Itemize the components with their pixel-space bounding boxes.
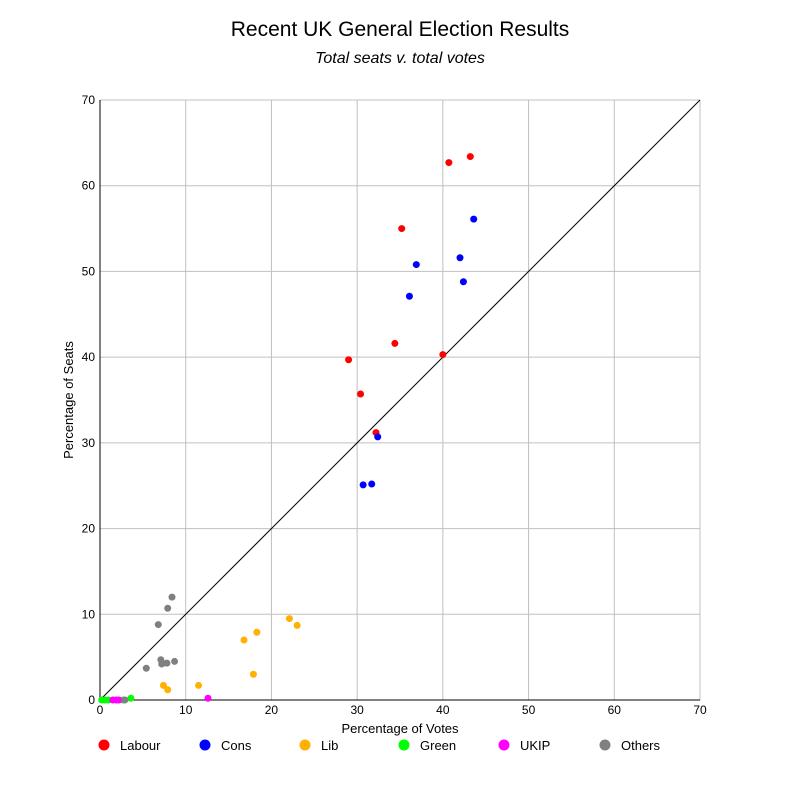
point-ukip bbox=[204, 694, 212, 702]
point-lib bbox=[240, 636, 248, 644]
legend: Labour Cons Lib Green UKIP Others bbox=[98, 738, 661, 753]
point-cons bbox=[456, 254, 464, 262]
point-labour bbox=[466, 153, 474, 161]
y-tick-label: 60 bbox=[82, 179, 96, 193]
axes: 0 10 20 30 40 50 60 70 0 10 20 30 40 50 60 70 bbox=[82, 93, 707, 717]
legend-label-ukip: UKIP bbox=[520, 738, 550, 753]
legend-label-labour: Labour bbox=[120, 738, 161, 753]
legend-marker-green bbox=[398, 739, 410, 751]
y-axis-label: Percentage of Seats bbox=[61, 341, 76, 459]
y-tick-label: 10 bbox=[82, 607, 96, 621]
point-lib bbox=[293, 621, 301, 629]
y-tick-label: 50 bbox=[82, 264, 96, 278]
point-cons bbox=[470, 215, 478, 223]
point-labour bbox=[445, 159, 453, 167]
point-others bbox=[171, 657, 179, 665]
point-ukip bbox=[115, 696, 123, 704]
legend-marker-ukip bbox=[498, 739, 510, 751]
y-tick-label: 0 bbox=[88, 693, 95, 707]
point-others bbox=[158, 660, 166, 668]
point-others bbox=[154, 621, 162, 629]
point-lib bbox=[249, 670, 257, 678]
y-tick-label: 30 bbox=[82, 436, 96, 450]
data-points bbox=[98, 153, 478, 704]
legend-marker-labour bbox=[98, 739, 110, 751]
grid bbox=[99, 99, 701, 701]
x-axis-label: Percentage of Votes bbox=[341, 721, 459, 736]
x-tick-label: 40 bbox=[436, 703, 450, 717]
x-tick-label: 20 bbox=[265, 703, 279, 717]
point-lib bbox=[253, 628, 261, 636]
chart-title: Recent UK General Election Results bbox=[230, 18, 570, 41]
x-tick-label: 70 bbox=[693, 703, 707, 717]
point-labour bbox=[345, 356, 353, 364]
y-tick-label: 70 bbox=[82, 93, 96, 107]
legend-marker-cons bbox=[199, 739, 211, 751]
legend-marker-lib bbox=[299, 739, 311, 751]
y-tick-label: 40 bbox=[82, 350, 96, 364]
y-tick-label: 20 bbox=[82, 522, 96, 536]
point-lib bbox=[159, 681, 167, 689]
point-cons bbox=[405, 292, 413, 300]
point-others bbox=[168, 593, 176, 601]
point-labour bbox=[439, 351, 447, 359]
point-labour bbox=[398, 225, 406, 233]
point-cons bbox=[359, 481, 367, 489]
parity-line bbox=[99, 99, 701, 701]
point-labour bbox=[391, 339, 399, 347]
x-tick-label: 0 bbox=[97, 703, 104, 717]
point-labour bbox=[357, 390, 365, 398]
x-tick-label: 30 bbox=[350, 703, 364, 717]
point-lib bbox=[164, 686, 172, 694]
point-others bbox=[142, 664, 150, 672]
point-others bbox=[163, 659, 171, 667]
x-tick-label: 10 bbox=[179, 703, 193, 717]
point-others bbox=[121, 696, 129, 704]
point-lib bbox=[285, 615, 293, 623]
point-cons bbox=[374, 433, 382, 441]
legend-label-green: Green bbox=[420, 738, 456, 753]
x-tick-label: 60 bbox=[608, 703, 622, 717]
point-cons bbox=[412, 261, 420, 269]
legend-label-others: Others bbox=[621, 738, 661, 753]
point-others bbox=[164, 604, 172, 612]
x-tick-label: 50 bbox=[522, 703, 536, 717]
point-lib bbox=[195, 681, 203, 689]
legend-label-cons: Cons bbox=[221, 738, 252, 753]
legend-marker-others bbox=[599, 739, 611, 751]
legend-label-lib: Lib bbox=[321, 738, 338, 753]
point-green bbox=[127, 694, 135, 702]
chart-subtitle: Total seats v. total votes bbox=[315, 50, 485, 67]
point-cons bbox=[459, 278, 467, 286]
point-cons bbox=[368, 480, 376, 488]
